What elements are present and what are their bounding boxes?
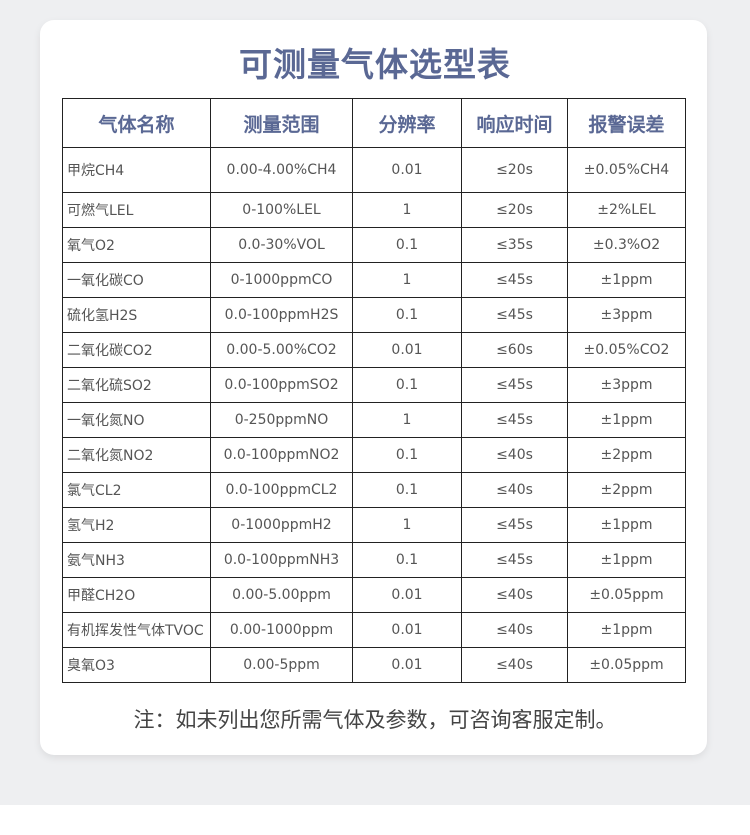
cell-gas-name: 甲醛CH2O: [62, 577, 211, 613]
cell-alarm-error: ±0.05ppm: [567, 647, 686, 683]
header-alarm-error: 报警误差: [567, 98, 686, 148]
cell-response-time: ≤40s: [461, 437, 568, 473]
cell-range: 0.00-1000ppm: [210, 612, 353, 648]
cell-alarm-error: ±2%LEL: [567, 192, 686, 228]
cell-resolution: 0.01: [352, 647, 462, 683]
cell-range: 0.0-100ppmSO2: [210, 367, 353, 403]
table-row: 甲烷CH4 0.00-4.00%CH4 0.01 ≤20s ±0.05%CH4: [62, 147, 686, 193]
cell-gas-name: 一氧化碳CO: [62, 262, 211, 298]
cell-alarm-error: ±0.05ppm: [567, 577, 686, 613]
cell-alarm-error: ±1ppm: [567, 542, 686, 578]
cell-resolution: 0.1: [352, 297, 462, 333]
table-row: 二氧化硫SO2 0.0-100ppmSO2 0.1 ≤45s ±3ppm: [62, 367, 686, 403]
header-response-time: 响应时间: [461, 98, 568, 148]
cell-gas-name: 氧气O2: [62, 227, 211, 263]
cell-gas-name: 氢气H2: [62, 507, 211, 543]
cell-range: 0-1000ppmCO: [210, 262, 353, 298]
table-row: 一氧化氮NO 0-250ppmNO 1 ≤45s ±1ppm: [62, 402, 686, 438]
cell-response-time: ≤45s: [461, 297, 568, 333]
cell-resolution: 0.1: [352, 437, 462, 473]
cell-range: 0.0-30%VOL: [210, 227, 353, 263]
cell-range: 0-250ppmNO: [210, 402, 353, 438]
cell-response-time: ≤20s: [461, 147, 568, 193]
header-gas-name: 气体名称: [62, 98, 211, 148]
cell-resolution: 0.1: [352, 472, 462, 508]
cell-gas-name: 氯气CL2: [62, 472, 211, 508]
cell-response-time: ≤20s: [461, 192, 568, 228]
cell-gas-name: 臭氧O3: [62, 647, 211, 683]
cell-alarm-error: ±0.05%CO2: [567, 332, 686, 368]
cell-response-time: ≤45s: [461, 402, 568, 438]
table-row: 有机挥发性气体TVOC 0.00-1000ppm 0.01 ≤40s ±1ppm: [62, 612, 686, 648]
table-row: 甲醛CH2O 0.00-5.00ppm 0.01 ≤40s ±0.05ppm: [62, 577, 686, 613]
cell-gas-name: 氨气NH3: [62, 542, 211, 578]
cell-resolution: 1: [352, 507, 462, 543]
cell-alarm-error: ±2ppm: [567, 472, 686, 508]
table-row: 一氧化碳CO 0-1000ppmCO 1 ≤45s ±1ppm: [62, 262, 686, 298]
cell-range: 0.0-100ppmH2S: [210, 297, 353, 333]
cell-resolution: 1: [352, 402, 462, 438]
table-row: 可燃气LEL 0-100%LEL 1 ≤20s ±2%LEL: [62, 192, 686, 228]
cell-alarm-error: ±1ppm: [567, 262, 686, 298]
cell-resolution: 0.1: [352, 367, 462, 403]
cell-response-time: ≤45s: [461, 367, 568, 403]
table-header-row: 气体名称 测量范围 分辨率 响应时间 报警误差: [62, 98, 686, 148]
cell-alarm-error: ±1ppm: [567, 612, 686, 648]
cell-range: 0.00-5.00ppm: [210, 577, 353, 613]
cell-alarm-error: ±1ppm: [567, 507, 686, 543]
cell-resolution: 0.1: [352, 542, 462, 578]
gas-selection-table: 气体名称 测量范围 分辨率 响应时间 报警误差 甲烷CH4 0.00-4.00%C…: [62, 98, 686, 683]
cell-resolution: 0.01: [352, 612, 462, 648]
header-resolution: 分辨率: [352, 98, 462, 148]
cell-response-time: ≤45s: [461, 542, 568, 578]
cell-gas-name: 二氧化硫SO2: [62, 367, 211, 403]
table-row: 二氧化氮NO2 0.0-100ppmNO2 0.1 ≤40s ±2ppm: [62, 437, 686, 473]
cell-alarm-error: ±3ppm: [567, 297, 686, 333]
footer-note: 注：如未列出您所需气体及参数，可咨询客服定制。: [133, 708, 617, 732]
cell-gas-name: 有机挥发性气体TVOC: [62, 612, 211, 648]
cell-resolution: 1: [352, 192, 462, 228]
cell-resolution: 0.1: [352, 227, 462, 263]
cell-alarm-error: ±0.3%O2: [567, 227, 686, 263]
header-range: 测量范围: [210, 98, 353, 148]
cell-gas-name: 甲烷CH4: [62, 147, 211, 193]
cell-response-time: ≤60s: [461, 332, 568, 368]
table-row: 氢气H2 0-1000ppmH2 1 ≤45s ±1ppm: [62, 507, 686, 543]
cell-resolution: 0.01: [352, 332, 462, 368]
page-title: 可测量气体选型表: [239, 45, 511, 84]
cell-resolution: 1: [352, 262, 462, 298]
cell-response-time: ≤35s: [461, 227, 568, 263]
cell-alarm-error: ±3ppm: [567, 367, 686, 403]
cell-gas-name: 可燃气LEL: [62, 192, 211, 228]
cell-range: 0.00-5.00%CO2: [210, 332, 353, 368]
cell-range: 0.0-100ppmCL2: [210, 472, 353, 508]
cell-resolution: 0.01: [352, 577, 462, 613]
table-row: 臭氧O3 0.00-5ppm 0.01 ≤40s ±0.05ppm: [62, 647, 686, 683]
cell-resolution: 0.01: [352, 147, 462, 193]
cell-gas-name: 二氧化碳CO2: [62, 332, 211, 368]
cell-alarm-error: ±1ppm: [567, 402, 686, 438]
cell-alarm-error: ±2ppm: [567, 437, 686, 473]
cell-range: 0.0-100ppmNH3: [210, 542, 353, 578]
cell-response-time: ≤40s: [461, 472, 568, 508]
cell-response-time: ≤40s: [461, 612, 568, 648]
cell-gas-name: 二氧化氮NO2: [62, 437, 211, 473]
cell-range: 0.00-4.00%CH4: [210, 147, 353, 193]
cell-response-time: ≤45s: [461, 262, 568, 298]
cell-gas-name: 一氧化氮NO: [62, 402, 211, 438]
table-row: 氧气O2 0.0-30%VOL 0.1 ≤35s ±0.3%O2: [62, 227, 686, 263]
table-row: 氯气CL2 0.0-100ppmCL2 0.1 ≤40s ±2ppm: [62, 472, 686, 508]
cell-range: 0-100%LEL: [210, 192, 353, 228]
cell-range: 0.0-100ppmNO2: [210, 437, 353, 473]
table-row: 二氧化碳CO2 0.00-5.00%CO2 0.01 ≤60s ±0.05%CO2: [62, 332, 686, 368]
cell-gas-name: 硫化氢H2S: [62, 297, 211, 333]
cell-range: 0-1000ppmH2: [210, 507, 353, 543]
table-row: 硫化氢H2S 0.0-100ppmH2S 0.1 ≤45s ±3ppm: [62, 297, 686, 333]
cell-response-time: ≤40s: [461, 647, 568, 683]
cell-response-time: ≤45s: [461, 507, 568, 543]
cell-alarm-error: ±0.05%CH4: [567, 147, 686, 193]
cell-response-time: ≤40s: [461, 577, 568, 613]
table-row: 氨气NH3 0.0-100ppmNH3 0.1 ≤45s ±1ppm: [62, 542, 686, 578]
cell-range: 0.00-5ppm: [210, 647, 353, 683]
